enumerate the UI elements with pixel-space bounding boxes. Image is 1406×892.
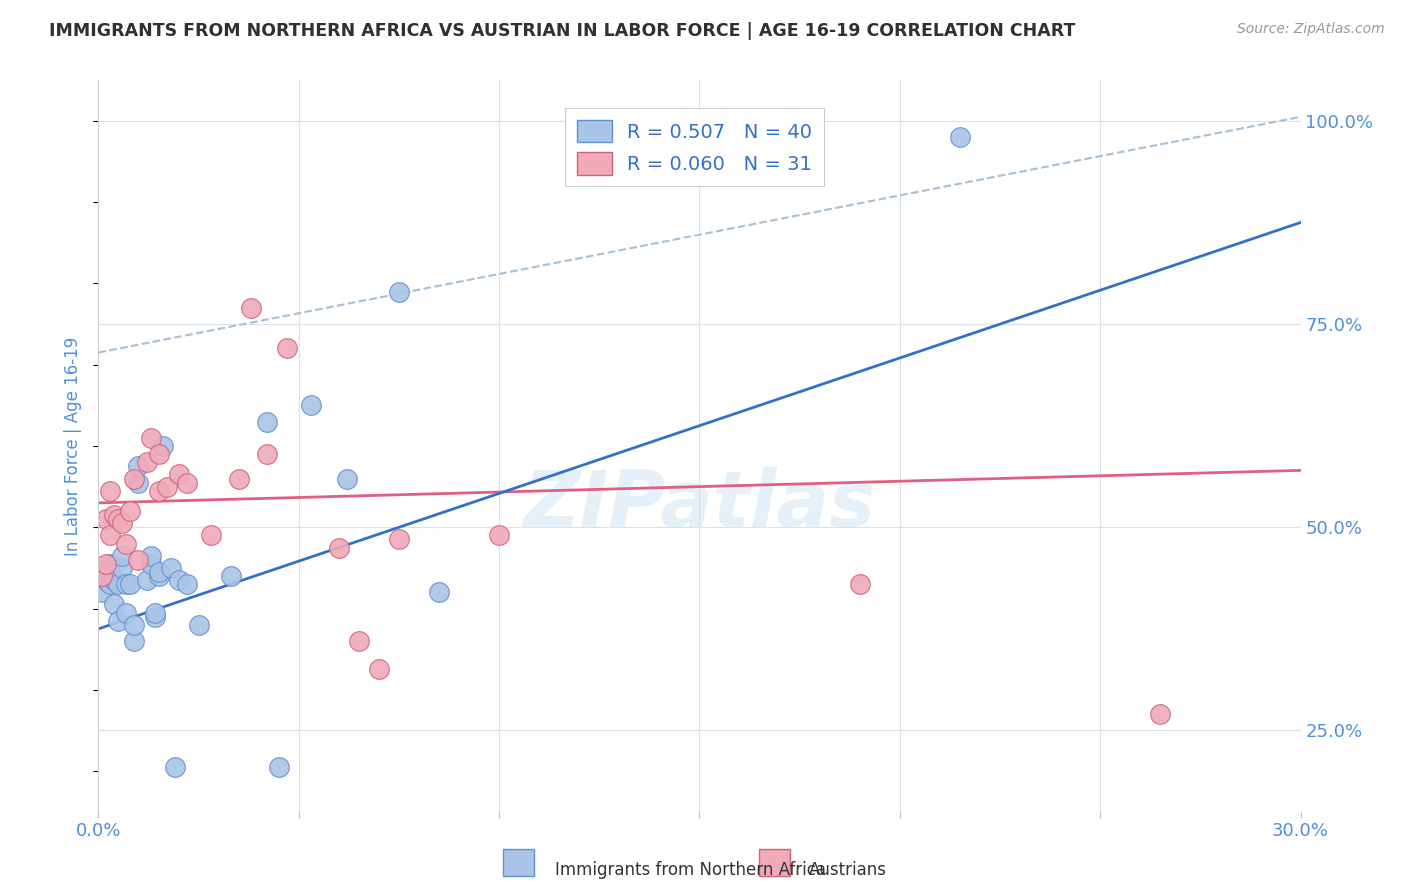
Y-axis label: In Labor Force | Age 16-19: In Labor Force | Age 16-19 [65, 336, 83, 556]
Point [167, 573, 190, 587]
Point [115, 606, 138, 620]
Point [115, 536, 138, 550]
Point [949, 130, 972, 145]
Point [148, 447, 170, 461]
Point [1149, 707, 1171, 722]
Point [107, 512, 129, 526]
Point [100, 565, 122, 579]
Point [228, 471, 250, 485]
Point [107, 614, 129, 628]
Point [155, 480, 177, 494]
Text: Austrians: Austrians [808, 861, 886, 879]
Point [128, 459, 150, 474]
Point [100, 557, 122, 571]
Text: ZIPatlas: ZIPatlas [523, 467, 876, 542]
Point [148, 483, 170, 498]
Point [107, 577, 129, 591]
Point [488, 528, 510, 542]
Point [100, 483, 122, 498]
Point [328, 541, 350, 555]
Point [96, 573, 118, 587]
Point [128, 553, 150, 567]
Point [115, 577, 138, 591]
Point [128, 475, 150, 490]
Point [152, 439, 174, 453]
Point [239, 301, 262, 315]
Point [148, 569, 170, 583]
Point [120, 504, 142, 518]
Point [139, 549, 162, 563]
Point [111, 549, 134, 563]
Point [368, 663, 391, 677]
Point [159, 561, 181, 575]
Point [388, 533, 411, 547]
Point [299, 398, 322, 412]
Point [276, 342, 298, 356]
Point [124, 471, 146, 485]
Text: Source: ZipAtlas.com: Source: ZipAtlas.com [1237, 22, 1385, 37]
Point [336, 471, 359, 485]
Point [124, 634, 146, 648]
Point [124, 617, 146, 632]
Legend: R = 0.507   N = 40, R = 0.060   N = 31: R = 0.507 N = 40, R = 0.060 N = 31 [565, 108, 824, 186]
Point [163, 760, 186, 774]
Point [91, 569, 114, 583]
Point [111, 516, 134, 531]
Point [139, 557, 162, 571]
Point [91, 585, 114, 599]
Point [103, 508, 125, 522]
Point [96, 512, 118, 526]
Point [103, 573, 125, 587]
Point [100, 528, 122, 542]
Point [849, 577, 872, 591]
Point [103, 598, 125, 612]
Point [139, 431, 162, 445]
Point [200, 528, 222, 542]
Point [143, 606, 166, 620]
Point [167, 467, 190, 482]
Point [219, 569, 242, 583]
Point [176, 577, 198, 591]
Text: Immigrants from Northern Africa: Immigrants from Northern Africa [555, 861, 827, 879]
Point [135, 573, 157, 587]
Point [148, 565, 170, 579]
Text: IMMIGRANTS FROM NORTHERN AFRICA VS AUSTRIAN IN LABOR FORCE | AGE 16-19 CORRELATI: IMMIGRANTS FROM NORTHERN AFRICA VS AUSTR… [49, 22, 1076, 40]
Point [135, 455, 157, 469]
Point [427, 585, 450, 599]
Point [256, 447, 278, 461]
Point [143, 609, 166, 624]
Point [187, 617, 209, 632]
Point [100, 577, 122, 591]
Point [256, 415, 278, 429]
Point [388, 285, 411, 299]
Point [347, 634, 370, 648]
Point [111, 561, 134, 575]
Point [120, 577, 142, 591]
Point [96, 557, 118, 571]
Point [267, 760, 290, 774]
Point [176, 475, 198, 490]
Point [96, 569, 118, 583]
